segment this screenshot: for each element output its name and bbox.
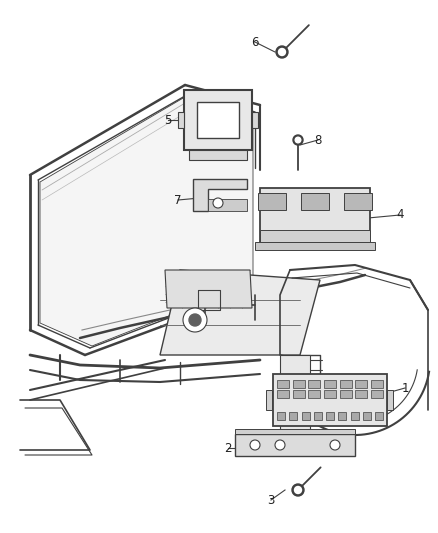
Circle shape	[213, 198, 223, 208]
Polygon shape	[301, 193, 329, 210]
Polygon shape	[375, 412, 383, 420]
Text: 4: 4	[396, 208, 404, 222]
Circle shape	[275, 440, 285, 450]
Polygon shape	[355, 380, 367, 388]
Polygon shape	[280, 355, 310, 430]
Text: 6: 6	[251, 36, 259, 49]
Polygon shape	[339, 380, 352, 388]
Polygon shape	[326, 412, 334, 420]
Text: 2: 2	[224, 441, 232, 455]
Polygon shape	[338, 412, 346, 420]
Polygon shape	[387, 390, 393, 410]
Polygon shape	[371, 380, 383, 388]
Polygon shape	[339, 390, 352, 398]
Polygon shape	[277, 412, 285, 420]
Circle shape	[330, 440, 340, 450]
Circle shape	[250, 440, 260, 450]
Polygon shape	[235, 429, 355, 434]
Circle shape	[293, 135, 303, 145]
Polygon shape	[277, 380, 289, 388]
Polygon shape	[255, 242, 375, 250]
Polygon shape	[293, 380, 305, 388]
Polygon shape	[258, 193, 286, 210]
Polygon shape	[277, 390, 289, 398]
Polygon shape	[308, 380, 320, 388]
Polygon shape	[178, 112, 184, 128]
Polygon shape	[371, 390, 383, 398]
Polygon shape	[208, 199, 247, 211]
Polygon shape	[355, 390, 367, 398]
Polygon shape	[197, 102, 239, 138]
Polygon shape	[293, 390, 305, 398]
Polygon shape	[40, 94, 253, 346]
Polygon shape	[273, 374, 387, 426]
Circle shape	[276, 46, 288, 58]
Polygon shape	[289, 412, 297, 420]
Polygon shape	[260, 230, 370, 242]
Text: 3: 3	[267, 494, 275, 506]
Polygon shape	[266, 390, 272, 410]
Circle shape	[189, 314, 201, 326]
Polygon shape	[324, 390, 336, 398]
Text: 1: 1	[401, 382, 409, 394]
Polygon shape	[314, 412, 322, 420]
Polygon shape	[193, 179, 247, 211]
Polygon shape	[344, 193, 372, 210]
Polygon shape	[363, 412, 371, 420]
Circle shape	[183, 308, 207, 332]
Polygon shape	[184, 90, 252, 150]
Polygon shape	[189, 150, 247, 160]
Text: 8: 8	[314, 133, 321, 147]
Polygon shape	[252, 112, 258, 128]
Circle shape	[294, 487, 301, 494]
Polygon shape	[235, 434, 355, 456]
Polygon shape	[350, 412, 358, 420]
Polygon shape	[165, 270, 252, 308]
Circle shape	[292, 484, 304, 496]
Polygon shape	[260, 188, 370, 242]
Text: 5: 5	[164, 114, 172, 126]
Text: 7: 7	[174, 193, 182, 206]
Circle shape	[295, 137, 301, 143]
Polygon shape	[308, 390, 320, 398]
Polygon shape	[324, 380, 336, 388]
Polygon shape	[301, 412, 310, 420]
Polygon shape	[160, 270, 320, 355]
Circle shape	[279, 49, 286, 55]
